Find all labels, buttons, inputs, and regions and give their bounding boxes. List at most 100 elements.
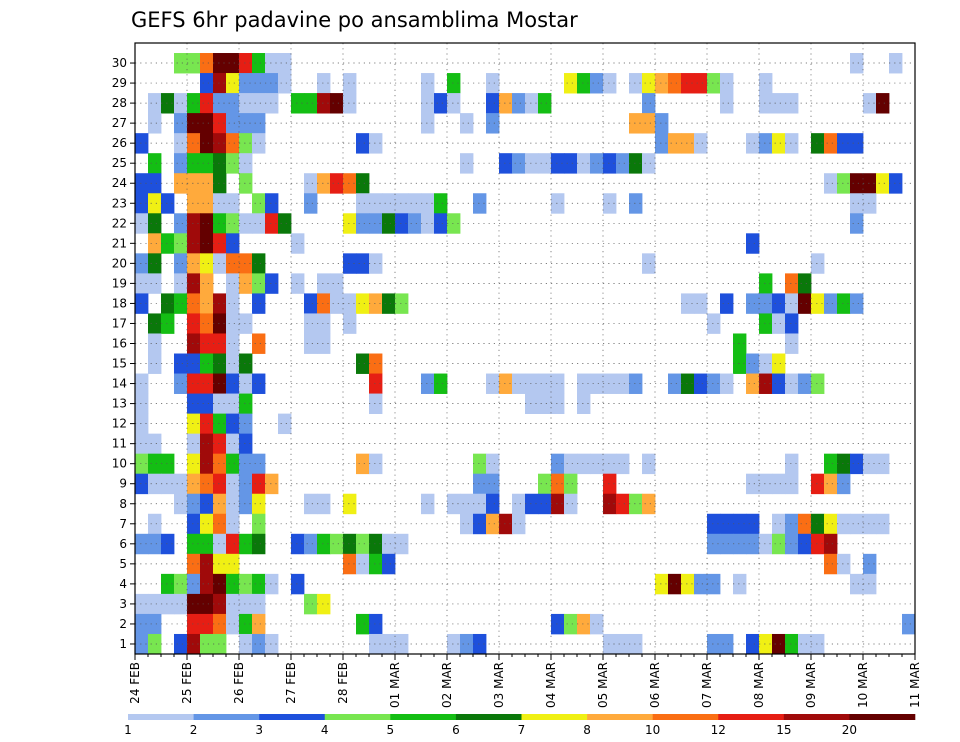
cell-m2-t0 <box>135 613 149 635</box>
cell-m14-t44 <box>707 373 721 394</box>
cell-m30-t11 <box>278 53 292 74</box>
cell-m17-t5 <box>200 313 214 334</box>
cell-m4-t10 <box>265 573 279 595</box>
cell-m10-t1 <box>148 453 162 475</box>
cell-m7-t27 <box>486 513 500 535</box>
cell-m8-t16 <box>343 493 357 515</box>
cell-m23-t13 <box>304 193 318 214</box>
cell-m3-t3 <box>174 593 188 615</box>
cell-m25-t5 <box>200 153 214 174</box>
y-tick-label: 17 <box>112 316 127 330</box>
cell-m17-t6 <box>213 313 227 334</box>
cell-m5-t53 <box>824 553 838 575</box>
cell-m25-t29 <box>512 153 526 174</box>
cell-m8-t6 <box>213 493 227 515</box>
x-tick-label: 01 MAR <box>388 662 402 708</box>
cell-m2-t33 <box>564 613 578 635</box>
cell-m13-t8 <box>239 393 253 414</box>
cell-m26-t47 <box>746 133 760 154</box>
cell-m10-t34 <box>577 453 591 475</box>
cell-m15-t5 <box>200 353 214 374</box>
cell-m18-t4 <box>187 293 201 314</box>
cell-m1-t1 <box>148 633 162 655</box>
cell-m27-t40 <box>655 113 669 134</box>
cell-m18-t52 <box>811 293 825 314</box>
cell-m14-t41 <box>668 373 682 394</box>
cell-m21-t12 <box>291 233 305 254</box>
cell-m16-t5 <box>200 333 214 354</box>
cell-m17-t48 <box>759 313 773 334</box>
x-tick-label: 02 MAR <box>440 662 454 708</box>
cell-m25-t34 <box>577 153 591 174</box>
cell-m3-t2 <box>161 593 175 615</box>
cell-m22-t55 <box>850 213 864 234</box>
cell-m29-t42 <box>681 73 695 94</box>
cell-m7-t52 <box>811 513 825 535</box>
cell-m8-t36 <box>603 493 617 515</box>
cell-m18-t54 <box>837 293 851 314</box>
colorbar-label: 6 <box>452 723 460 737</box>
cell-m28-t24 <box>447 93 461 114</box>
cell-m24-t17 <box>356 173 370 194</box>
cell-m28-t48 <box>759 93 773 114</box>
colorbar-label: 8 <box>583 723 591 737</box>
cell-m22-t18 <box>369 213 383 234</box>
cell-m14-t43 <box>694 373 708 394</box>
cell-m30-t8 <box>239 53 253 74</box>
colorbar-label: 15 <box>776 723 791 737</box>
cell-m28-t50 <box>785 93 799 114</box>
cell-m7-t53 <box>824 513 838 535</box>
cell-m24-t57 <box>876 173 890 194</box>
cell-m16-t6 <box>213 333 227 354</box>
y-tick-label: 22 <box>112 216 127 230</box>
cell-m17-t8 <box>239 313 253 334</box>
cell-m6-t17 <box>356 533 370 555</box>
cell-m28-t1 <box>148 93 162 114</box>
colorbar-swatch <box>587 714 653 720</box>
cell-m16-t50 <box>785 333 799 354</box>
cell-m2-t1 <box>148 613 162 635</box>
cell-m15-t7 <box>226 353 240 374</box>
cell-m10-t37 <box>616 453 630 475</box>
cell-m10-t39 <box>642 453 656 475</box>
cell-m14-t23 <box>434 373 448 394</box>
x-tick-label: 25 FEB <box>180 662 194 704</box>
colorbar-label: 7 <box>518 723 526 737</box>
cell-m8-t13 <box>304 493 318 515</box>
cell-m8-t37 <box>616 493 630 515</box>
cell-m26-t3 <box>174 133 188 154</box>
cell-m4-t6 <box>213 573 227 595</box>
cell-m6-t51 <box>798 533 812 555</box>
cell-m14-t28 <box>499 373 513 394</box>
cell-m29-t44 <box>707 73 721 94</box>
cell-m25-t3 <box>174 153 188 174</box>
cell-m19-t12 <box>291 273 305 294</box>
cell-m28-t4 <box>187 93 201 114</box>
cell-m20-t1 <box>148 253 162 274</box>
cell-m22-t0 <box>135 213 149 234</box>
cell-m2-t6 <box>213 613 227 635</box>
cell-m29-t5 <box>200 73 214 94</box>
cell-m29-t7 <box>226 73 240 94</box>
cell-m29-t9 <box>252 73 266 94</box>
cell-m26-t55 <box>850 133 864 154</box>
cell-m25-t37 <box>616 153 630 174</box>
cell-m27-t8 <box>239 113 253 134</box>
cell-m30-t10 <box>265 53 279 74</box>
cell-m27-t4 <box>187 113 201 134</box>
cell-m29-t39 <box>642 73 656 94</box>
cell-m3-t5 <box>200 593 214 615</box>
cell-m28-t12 <box>291 93 305 114</box>
cell-m1-t25 <box>460 633 474 655</box>
cell-m9-t36 <box>603 473 617 495</box>
cell-m10-t18 <box>369 453 383 475</box>
cell-m9-t2 <box>161 473 175 495</box>
grid-lines <box>135 43 915 654</box>
cell-m27-t22 <box>421 113 435 134</box>
cell-m1-t5 <box>200 633 214 655</box>
cell-m4-t40 <box>655 573 669 595</box>
colorbar-swatch <box>128 714 194 720</box>
cell-m20-t5 <box>200 253 214 274</box>
cell-m8-t5 <box>200 493 214 515</box>
cell-m4-t12 <box>291 573 305 595</box>
